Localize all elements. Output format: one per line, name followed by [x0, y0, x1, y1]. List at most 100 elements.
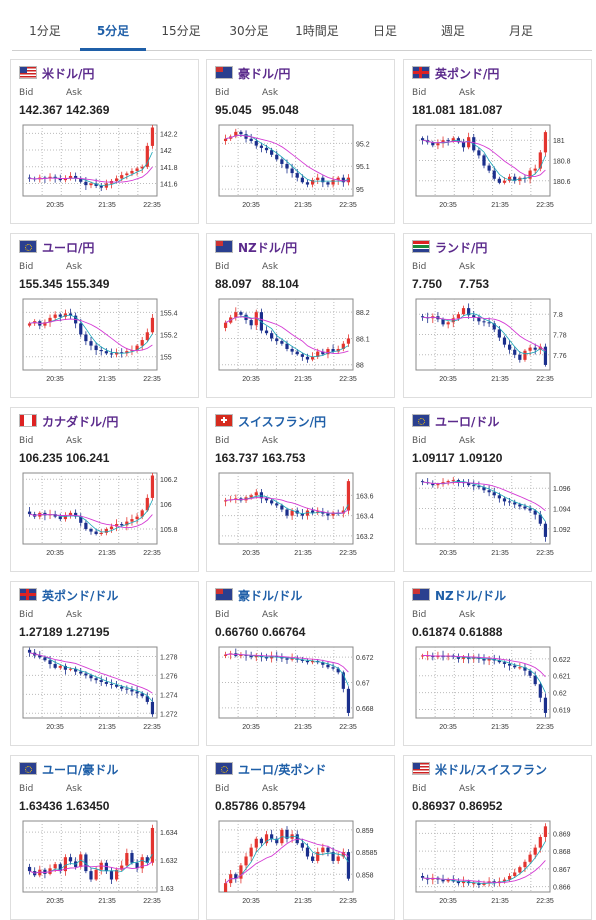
- pair-title-link[interactable]: ユーロ/ドル: [412, 413, 499, 430]
- candlestick-chart[interactable]: 163.6 163.4 163.2 20:35 21:35 22:35: [207, 468, 396, 558]
- candle-body: [311, 510, 315, 513]
- pair-title-link[interactable]: 英ポンド/ドル: [19, 587, 118, 604]
- ask-value: 106.241: [66, 451, 110, 465]
- candle-body: [420, 316, 425, 318]
- candle-body: [58, 665, 62, 668]
- pair-title-link[interactable]: NZドル/ドル: [412, 587, 506, 604]
- candle-body: [223, 138, 228, 142]
- tab-3[interactable]: 30分足: [229, 24, 269, 38]
- x-tick-label: 22:35: [339, 898, 357, 905]
- y-tick-label: 141.8: [160, 165, 178, 172]
- candlestick-chart[interactable]: 0.622 0.621 0.62 0.619 20:35 21:35 22:35: [404, 642, 593, 732]
- candle-body: [244, 856, 248, 866]
- x-tick-label: 20:35: [242, 550, 260, 557]
- candlestick-chart[interactable]: 95.2 95.1 95 20:35 21:35 22:35: [207, 120, 396, 210]
- candle-body: [79, 178, 83, 182]
- candle-body: [441, 319, 445, 325]
- pair-title-link[interactable]: 豪ドル/ドル: [215, 587, 302, 604]
- pair-title-link[interactable]: ユーロ/円: [19, 239, 94, 256]
- ask-label: Ask: [459, 88, 476, 98]
- candlestick-chart[interactable]: 106.2 106 105.8 20:35 21:35 22:35: [11, 468, 200, 558]
- tab-5[interactable]: 日足: [372, 24, 397, 38]
- candle-body: [341, 510, 345, 514]
- candle-body: [270, 834, 274, 839]
- x-tick-label: 22:35: [536, 376, 554, 383]
- candle-body: [326, 348, 330, 355]
- candle-body: [74, 512, 78, 517]
- pair-title-link[interactable]: ユーロ/英ポンド: [215, 761, 326, 778]
- candle-body: [120, 175, 124, 179]
- pair-name: ランド/円: [435, 241, 488, 255]
- tab-6[interactable]: 週足: [440, 24, 465, 38]
- candlestick-chart[interactable]: 155.4 155.2 155 20:35 21:35 22:35: [11, 294, 200, 384]
- ask-label: Ask: [66, 262, 83, 272]
- pair-title-link[interactable]: 豪ドル/円: [215, 65, 290, 82]
- candlestick-chart[interactable]: 142.2 142 141.8 141.6 20:35 21:35 22:35: [11, 120, 200, 210]
- tab-4[interactable]: 1時間足: [295, 24, 339, 38]
- candle-body: [523, 861, 527, 868]
- candle-body: [130, 853, 134, 863]
- candle-body: [120, 352, 124, 354]
- candle-body: [135, 516, 139, 520]
- candlestick-chart[interactable]: 7.8 7.78 7.76 20:35 21:35 22:35: [404, 294, 593, 384]
- candle-body: [461, 142, 466, 148]
- pair-title-link[interactable]: カナダドル/円: [19, 413, 118, 430]
- candlestick-chart[interactable]: 88.2 88.1 88 20:35 21:35 22:35: [207, 294, 396, 384]
- candlestick-chart[interactable]: 0.672 0.67 0.668 20:35 21:35 22:35: [207, 642, 396, 732]
- x-tick-label: 22:35: [339, 202, 357, 209]
- candle-body: [346, 688, 351, 713]
- candle-body: [513, 665, 517, 668]
- pair-title-link[interactable]: 英ポンド/円: [412, 65, 499, 82]
- pair-title-link[interactable]: ユーロ/豪ドル: [19, 761, 118, 778]
- y-tick-label: 180.6: [553, 179, 571, 186]
- candle-body: [150, 475, 155, 498]
- candle-body: [543, 523, 548, 537]
- candle-body: [336, 177, 340, 180]
- candlestick-chart[interactable]: 1.278 1.276 1.274 1.272 20:35 21:35 22:35: [11, 642, 200, 732]
- candlestick-chart[interactable]: 0.869 0.868 0.867 0.866 20:35 21:35 22:35: [404, 816, 593, 906]
- eu-au-flag-icon: [19, 762, 37, 775]
- candle-body: [508, 501, 512, 503]
- y-tick-label: 88: [356, 363, 364, 370]
- candle-body: [150, 317, 155, 333]
- y-tick-label: 0.668: [356, 706, 374, 713]
- pair-name: NZドル/ドル: [435, 589, 507, 603]
- bid-value: 0.66760: [215, 625, 259, 639]
- pair-title-link[interactable]: NZドル/円: [215, 239, 297, 256]
- tab-7[interactable]: 月足: [508, 24, 533, 38]
- rate-card: ユーロ/ドル Bid Ask 1.09117 1.09120 1.096 1.094 1.09…: [403, 407, 592, 572]
- candle-body: [426, 655, 430, 657]
- candlestick-chart[interactable]: 0.859 0.8585 0.858 20:35 21:35 22:35: [207, 816, 396, 906]
- tab-2[interactable]: 15分足: [161, 24, 201, 38]
- y-tick-label: 105.8: [160, 527, 178, 534]
- ask-value: 181.087: [459, 103, 503, 117]
- candle-body: [518, 504, 522, 507]
- candle-body: [523, 667, 527, 671]
- candle-body: [259, 838, 263, 844]
- candle-body: [461, 657, 466, 659]
- ask-value: 7.753: [459, 277, 490, 291]
- pair-title-link[interactable]: スイスフラン/円: [215, 413, 326, 430]
- candlestick-chart[interactable]: 1.634 1.632 1.63 20:35 21:35 22:35: [11, 816, 200, 906]
- pair-title-link[interactable]: ランド/円: [412, 239, 487, 256]
- ma-short-line: [422, 139, 546, 181]
- bid-label: Bid: [215, 88, 230, 98]
- tab-1[interactable]: 5分足: [80, 10, 146, 51]
- ma-long-line: [29, 861, 153, 874]
- ask-value: 1.63450: [66, 799, 110, 813]
- ma-long-line: [29, 652, 153, 694]
- bid-value: 155.345: [19, 277, 63, 291]
- tab-0[interactable]: 1分足: [29, 24, 61, 38]
- pair-title-link[interactable]: 米ドル/円: [19, 65, 94, 82]
- candle-body: [104, 351, 108, 354]
- candlestick-chart[interactable]: 1.096 1.094 1.092 20:35 21:35 22:35: [404, 468, 593, 558]
- ma-long-line: [422, 655, 546, 678]
- candle-body: [68, 175, 73, 179]
- candle-body: [130, 519, 134, 522]
- candle-body: [326, 664, 330, 668]
- bid-value: 106.235: [19, 451, 63, 465]
- bid-label: Bid: [412, 436, 427, 446]
- candle-body: [223, 883, 228, 892]
- candlestick-chart[interactable]: 181 180.8 180.6 20:35 21:35 22:35: [404, 120, 593, 210]
- pair-title-link[interactable]: 米ドル/スイスフラン: [412, 761, 547, 778]
